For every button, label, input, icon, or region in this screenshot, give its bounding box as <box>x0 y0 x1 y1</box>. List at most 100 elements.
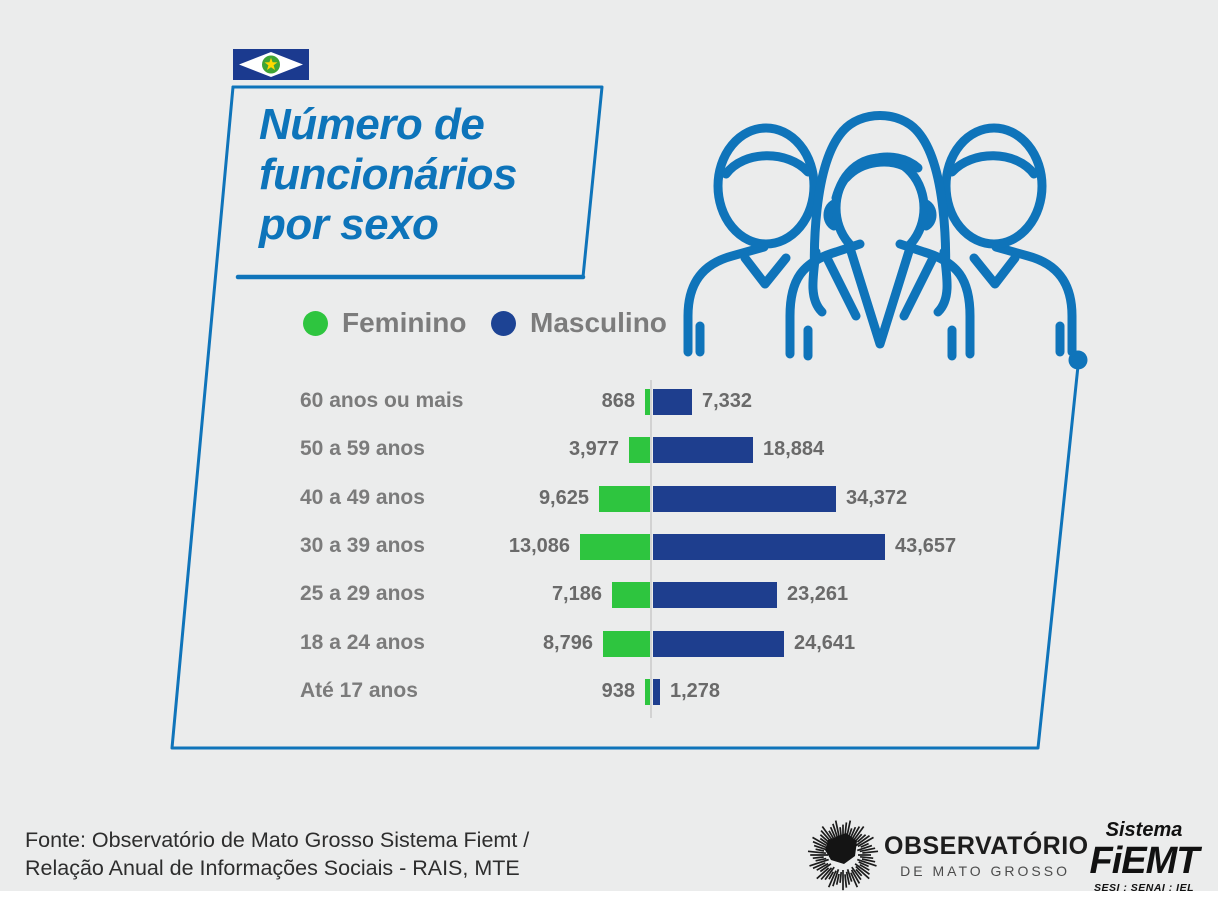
starburst-ray <box>827 870 837 888</box>
source-note: Fonte: Observatório de Mato Grosso Siste… <box>25 826 529 882</box>
feminino-value-label: 938 <box>601 680 635 702</box>
page-title: Número de funcionários por sexo <box>259 100 518 250</box>
title-line: funcionários <box>259 150 518 199</box>
observatorio-logo-subtitle: DE MATO GROSSO <box>900 863 1070 879</box>
starburst-ray <box>835 873 840 885</box>
starburst-ray <box>809 858 829 867</box>
masculino-value-label: 23,261 <box>787 583 849 605</box>
feminino-bar <box>612 582 650 608</box>
starburst-ray <box>839 872 843 883</box>
starburst-ray <box>846 820 852 837</box>
starburst-ray <box>816 867 830 880</box>
starburst-ray <box>850 872 859 888</box>
age-group-label: 25 a 29 anos <box>300 582 425 605</box>
starburst-ray <box>829 826 836 838</box>
starburst-ray <box>815 857 827 862</box>
observatorio-logo-text: OBSERVATÓRIO DE MATO GROSSO <box>884 832 1089 879</box>
feminino-value-label: 7,186 <box>551 583 602 605</box>
starburst-ray <box>859 847 876 853</box>
observatorio-logo: OBSERVATÓRIO DE MATO GROSSO <box>800 818 1089 890</box>
feminino-value-label: 9,625 <box>538 487 589 509</box>
starburst-ray <box>839 827 842 836</box>
masculino-value-label: 7,332 <box>702 390 753 412</box>
source-line: Relação Anual de Informações Sociais - R… <box>25 856 520 880</box>
feminino-bar <box>603 631 650 657</box>
feminino-bar <box>645 679 650 705</box>
title-line: Número de <box>259 100 485 149</box>
starburst-ray <box>820 830 831 842</box>
masculino-value-label: 24,641 <box>794 632 856 654</box>
masculino-value-label: 43,657 <box>895 535 957 557</box>
starburst-ray <box>815 848 825 852</box>
feminino-value-label: 3,977 <box>568 438 619 460</box>
starburst-ray <box>860 842 869 848</box>
mato-grosso-flag-icon <box>233 49 309 80</box>
masculino-value-label: 1,278 <box>670 680 721 702</box>
masculino-bar <box>653 534 885 560</box>
starburst-ray <box>859 863 870 871</box>
starburst-ray <box>816 862 829 871</box>
starburst-ray <box>850 869 861 884</box>
observatorio-starburst-icon <box>807 820 879 891</box>
masculino-bar <box>653 582 777 608</box>
bottom-edge-strip <box>0 891 1223 900</box>
starburst-ray <box>819 863 832 873</box>
age-group-label: 18 a 24 anos <box>300 631 425 654</box>
starburst-ray <box>846 869 853 882</box>
starburst-ray <box>812 856 824 860</box>
chart-center-axis <box>650 380 652 718</box>
legend-item-feminino: Feminino <box>303 307 466 339</box>
starburst-ray <box>807 850 826 855</box>
frame-outline <box>170 85 1080 750</box>
legend-label: Feminino <box>342 307 467 338</box>
observatorio-logo-title: OBSERVATÓRIO <box>884 832 1089 860</box>
starburst-ray <box>812 840 828 849</box>
starburst-ray <box>812 836 827 847</box>
legend-label: Masculino <box>530 307 667 338</box>
starburst-ray <box>857 836 874 848</box>
starburst-ray <box>857 844 873 852</box>
starburst-ray <box>862 850 879 854</box>
starburst-ray <box>845 871 851 885</box>
age-group-label: 40 a 49 anos <box>300 486 425 509</box>
starburst-ray <box>861 858 876 863</box>
feminino-bar <box>580 534 650 560</box>
age-group-label: 30 a 39 anos <box>300 534 425 557</box>
title-box-border <box>231 85 604 280</box>
masculino-value-label: 18,884 <box>763 438 825 460</box>
starburst-ray <box>844 874 848 888</box>
feminino-bar <box>645 389 650 415</box>
fiemt-logo-name: FiEMT <box>1089 840 1200 882</box>
starburst-ray <box>812 862 826 870</box>
title-line: por sexo <box>259 200 439 249</box>
age-group-label: Até 17 anos <box>300 679 418 702</box>
starburst-ray <box>832 869 840 887</box>
masculino-bar <box>653 389 692 415</box>
age-group-label: 60 anos ou mais <box>300 389 464 412</box>
masculino-bar <box>653 486 836 512</box>
source-line: Fonte: Observatório de Mato Grosso Siste… <box>25 828 530 852</box>
feminino-value-label: 13,086 <box>508 535 570 557</box>
legend-dot-masculino-icon <box>491 310 516 336</box>
starburst-ray <box>857 858 877 867</box>
right-edge-strip <box>1218 0 1223 900</box>
observatorio-state-shape <box>825 833 857 864</box>
starburst-ray <box>834 820 841 839</box>
starburst-ray <box>854 835 871 847</box>
feminino-bar <box>599 486 650 512</box>
legend-item-masculino: Masculino <box>491 307 667 339</box>
masculino-value-label: 34,372 <box>846 487 908 509</box>
masculino-bar <box>653 631 784 657</box>
starburst-ray <box>851 826 861 839</box>
fiemt-logo-sistema: Sistema <box>1105 819 1183 841</box>
fiemt-logo-entities: SESI : SENAI : IEL <box>1093 882 1194 894</box>
feminino-value-label: 8,796 <box>542 632 593 654</box>
age-group-label: 50 a 59 anos <box>300 437 425 460</box>
fiemt-logo: Sistema FiEMT SESI : SENAI : IEL <box>1080 820 1208 894</box>
starburst-ray <box>854 863 871 875</box>
starburst-ray <box>856 834 867 843</box>
starburst-ray <box>851 866 862 881</box>
